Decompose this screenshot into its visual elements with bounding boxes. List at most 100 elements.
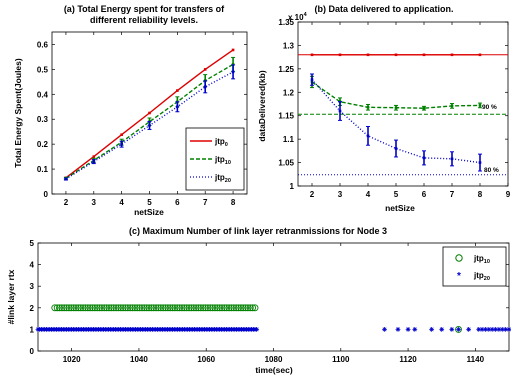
- panel-a-legend: jtp0 jtp10 jtp20: [185, 127, 245, 191]
- legend-c-jtp10-label: jtp10: [473, 254, 490, 265]
- panel-b-x-tick-label: 4: [366, 190, 371, 199]
- panel-b-series-2-point: [310, 78, 314, 81]
- panel-b-series-0-point: [394, 53, 398, 57]
- panel-c-point-circle: [91, 304, 99, 312]
- panel-c-point-circle: [93, 304, 101, 312]
- panel-b-series-1-point: [450, 104, 454, 108]
- panel-c-point-circle: [70, 304, 78, 312]
- panel-c-point-circle: [192, 304, 200, 312]
- panel-b-series-2-point: [394, 147, 398, 150]
- panel-c-y-tick-label: 1: [30, 325, 35, 334]
- panel-c-point-star: [254, 327, 260, 332]
- panel-a-series-2-point: [176, 105, 179, 109]
- panel-c-point-star: [476, 327, 482, 332]
- panel-b-series-2-point: [422, 156, 426, 160]
- panel-a-series-0-point: [176, 89, 179, 92]
- panel-c-point-circle: [100, 304, 108, 312]
- panel-c-point-star: [479, 327, 485, 332]
- panel-c-point-circle: [176, 304, 184, 312]
- panel-a-series-2-point: [203, 85, 207, 89]
- panel-c-point-circle: [105, 304, 113, 312]
- panel-c-point-circle: [232, 304, 240, 312]
- panel-c-point-circle: [173, 304, 181, 312]
- panel-b-y-axis-label: dataDelivered(kb): [257, 70, 267, 141]
- panel-c-point-circle: [72, 304, 80, 312]
- panel-a-series-0-point: [92, 155, 96, 158]
- panel-c-point-circle: [199, 304, 207, 312]
- panel-b-y-tick-label: 1.3: [283, 41, 295, 50]
- panel-c-point-star: [506, 327, 511, 332]
- panel-b-series-0-point: [366, 53, 370, 57]
- panel-c-title: (c) Maximum Number of link layer retranm…: [129, 226, 387, 236]
- legend-jtp10-marker: [455, 254, 463, 262]
- panel-c-point-star: [382, 327, 387, 332]
- panel-c-plot-frame: [37, 242, 510, 352]
- panel-c-point-star: [395, 327, 401, 332]
- panel-b-x-tick-label: 8: [478, 190, 483, 199]
- panel-c-point-circle: [96, 304, 104, 312]
- panel-c-point-star: [493, 327, 498, 332]
- panel-c-point-circle: [65, 304, 73, 312]
- panel-b-series-1-point: [366, 105, 370, 109]
- panel-c-point-circle: [145, 304, 153, 312]
- panel-c-point-circle: [230, 304, 238, 312]
- panel-c-point-circle: [206, 304, 214, 312]
- panel-c-point-star: [449, 327, 455, 332]
- panel-c-point-star: [486, 327, 492, 332]
- panel-c-point-circle: [162, 304, 169, 312]
- panel-c-point-circle: [239, 304, 247, 312]
- panel-a-y-tick-label: 0.2: [37, 140, 49, 149]
- panel-c-point-circle: [133, 304, 141, 312]
- panel-c-point-circle: [159, 304, 167, 312]
- panel-c-x-tick-label: 1140: [467, 355, 485, 364]
- panel-a-x-tick-label: 4: [119, 198, 124, 207]
- panel-c-point-circle: [235, 304, 242, 312]
- panel-c: (c) Maximum Number of link layer retranm…: [6, 226, 511, 375]
- panel-c-point-circle: [213, 304, 221, 312]
- panel-b-series-1-point: [422, 106, 426, 110]
- panel-a-series-2-point: [148, 124, 151, 127]
- panel-c-x-axis-label: time(sec): [255, 365, 292, 375]
- panel-c-point-star: [412, 327, 418, 332]
- panel-c-point-circle: [77, 304, 85, 312]
- panel-b-y-tick-label: 1.35: [278, 18, 294, 27]
- legend-jtp20-marker: *: [457, 271, 461, 282]
- panel-c-point-circle: [187, 304, 195, 312]
- panel-a-legend-box: [185, 127, 245, 191]
- panel-b-series-0-point: [310, 53, 314, 57]
- panel-b-x-axis-label: netSize: [385, 203, 415, 213]
- panel-b-series-0-point: [450, 53, 454, 57]
- panel-b-y-tick-label: 1.05: [278, 159, 294, 168]
- panel-c-x-tick-label: 1120: [399, 355, 417, 364]
- panel-c-x-tick-label: 1080: [265, 355, 283, 364]
- panel-c-point-circle: [185, 304, 193, 312]
- panel-b-y-tick-label: 1.2: [283, 88, 295, 97]
- panel-c-y-tick-label: 0: [30, 347, 35, 356]
- panel-a-series-0-point: [231, 48, 235, 52]
- panel-c-point-circle: [246, 304, 254, 312]
- panel-c-point-circle: [190, 304, 198, 312]
- panel-b-series-0-point: [338, 53, 342, 57]
- panel-c-point-circle: [138, 304, 146, 312]
- legend-jtp20-label: jtp20: [214, 173, 231, 184]
- panel-c-point-circle: [197, 304, 205, 312]
- panel-c-x-tick-label: 1020: [63, 355, 81, 364]
- panel-a-series-2-point: [64, 177, 68, 181]
- panel-c-point-star: [503, 327, 509, 332]
- panel-c-x-tick-label: 1060: [197, 355, 215, 364]
- panel-c-point-circle: [216, 304, 224, 312]
- panel-c-point-circle: [183, 304, 191, 312]
- panel-c-legend: jtp10 * jtp20: [442, 246, 507, 287]
- panel-c-point-circle: [89, 304, 96, 312]
- panel-c-point-circle: [143, 304, 151, 312]
- panel-c-point-circle: [150, 304, 158, 312]
- panel-a-x-tick-label: 5: [147, 198, 152, 207]
- panel-c-y-tick-label: 4: [30, 261, 35, 270]
- panel-a-series-2-point: [92, 160, 96, 163]
- panel-b-title: (b) Data delivered to application.: [314, 4, 453, 14]
- panel-c-point-circle: [164, 304, 172, 312]
- panel-b-x-tick-label: 6: [422, 190, 427, 199]
- panel-b-series-1-point: [394, 106, 398, 110]
- panel-c-x-tick-label: 1100: [332, 355, 350, 364]
